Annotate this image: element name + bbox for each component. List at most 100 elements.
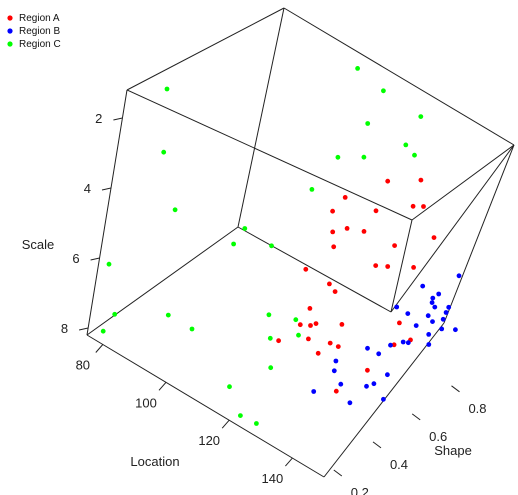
scale-axis: 2 4 6 8 Scale [22, 111, 123, 336]
box-edge-back-vertical [237, 7, 285, 228]
scale-axis-label: Scale [22, 237, 55, 252]
legend-marker-region-c [7, 41, 13, 47]
legend-box [1, 7, 76, 55]
data-point [430, 319, 435, 324]
data-point [365, 367, 370, 373]
data-point [106, 261, 112, 267]
data-point [443, 310, 449, 315]
series-region-c [100, 66, 424, 426]
data-point [365, 345, 370, 351]
data-point [335, 154, 341, 160]
data-point [355, 66, 360, 71]
data-point [394, 304, 400, 310]
data-point [432, 304, 438, 310]
data-point [429, 300, 435, 305]
data-point [165, 312, 171, 318]
shape-axis-tick [451, 385, 460, 393]
data-point [311, 389, 317, 394]
data-point [267, 335, 273, 341]
shape-axis-tick-label: 0.2 [351, 485, 369, 495]
box-edge-right-side [443, 144, 515, 324]
data-point [381, 88, 386, 94]
shape-axis-tick-label: 0.8 [468, 401, 486, 416]
location-axis-tick-label: 100 [135, 395, 157, 410]
data-point [342, 195, 348, 200]
data-point [330, 208, 335, 214]
data-point [421, 204, 426, 209]
data-point [332, 289, 338, 294]
data-point [344, 226, 350, 231]
data-point [327, 281, 332, 287]
data-point [411, 265, 416, 270]
shape-axis-tick-label: 0.4 [390, 457, 408, 472]
box-edge-right-bottom [237, 226, 392, 313]
box-edge-top-front [126, 89, 413, 221]
data-point [405, 340, 411, 346]
data-point [364, 383, 369, 389]
location-axis-tick-label: 80 [76, 358, 90, 373]
data-point [392, 243, 397, 249]
data-point [430, 295, 436, 301]
shape-axis-tick [333, 469, 343, 477]
location-axis-tick [95, 344, 104, 353]
shape-axis-tick [372, 441, 382, 449]
box-edge-front-bottom [86, 226, 239, 336]
data-point [331, 368, 337, 374]
data-point [231, 241, 237, 247]
data-point [371, 381, 377, 387]
location-axis-tick-label: 140 [262, 471, 284, 486]
data-point [161, 149, 167, 155]
data-point [238, 413, 243, 418]
data-point [436, 291, 442, 297]
data-point [413, 323, 419, 328]
data-point [381, 396, 386, 402]
data-point [269, 243, 274, 249]
data-point [439, 326, 445, 332]
data-point [418, 177, 424, 183]
data-point [308, 323, 313, 328]
series-region-a [276, 177, 437, 394]
data-point [403, 142, 409, 148]
data-point [333, 388, 339, 394]
legend-label-region-b: Region B [19, 26, 60, 37]
data-point [338, 381, 344, 387]
scale-axis-tick [90, 257, 100, 261]
scale-axis-tick [113, 117, 123, 121]
location-axis-tick-label: 120 [198, 433, 220, 448]
scale-axis-tick [78, 327, 89, 331]
legend-entry-region-a: Region A [7, 13, 60, 24]
legend-marker-region-a [7, 15, 13, 21]
data-point [297, 322, 303, 328]
data-point [268, 365, 274, 371]
data-point [361, 229, 367, 234]
data-point [339, 322, 345, 327]
data-point [172, 207, 178, 213]
data-point [453, 327, 458, 333]
box-edge-bottom-front [86, 334, 325, 478]
data-point [189, 326, 195, 332]
data-point [330, 229, 336, 235]
data-point [405, 311, 411, 316]
legend: Region A Region B Region C [1, 7, 76, 55]
data-point [227, 384, 232, 390]
location-axis: 80 100 120 140 Location [76, 344, 293, 486]
data-point [276, 338, 281, 344]
data-point [347, 400, 353, 406]
data-point [426, 332, 432, 337]
data-point [412, 152, 417, 158]
shape-axis: 0.2 0.4 0.6 0.8 Shape [333, 385, 487, 495]
box-edge-left-vertical [86, 89, 128, 336]
data-point [313, 321, 319, 326]
location-axis-tick [158, 381, 167, 391]
data-point [365, 121, 371, 126]
data-point [385, 264, 391, 269]
scale-axis-tick-label: 4 [84, 181, 91, 196]
legend-entry-region-c: Region C [7, 39, 61, 50]
box-edge-back-top [126, 7, 285, 91]
scale-axis-tick-label: 6 [72, 251, 79, 266]
data-point [420, 283, 426, 289]
data-point [309, 187, 315, 192]
data-point [333, 358, 339, 364]
data-point [418, 114, 424, 119]
data-point [391, 342, 397, 348]
